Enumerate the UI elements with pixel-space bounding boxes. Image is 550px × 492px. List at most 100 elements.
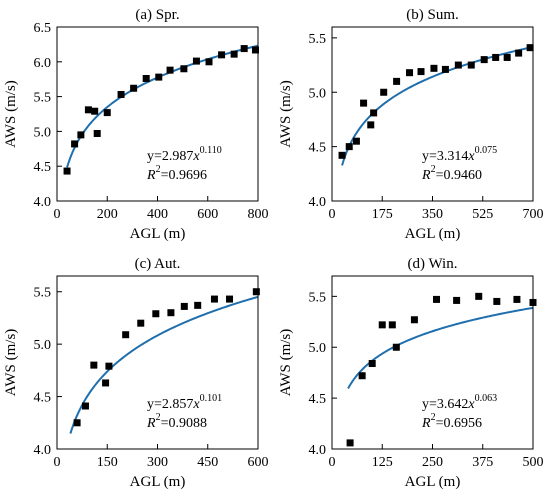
x-tick-label: 450 — [197, 455, 218, 470]
data-point — [345, 143, 353, 151]
x-tick-label: 600 — [248, 455, 269, 470]
data-point — [441, 65, 449, 73]
y-tick-label: 5.5 — [309, 32, 327, 47]
x-axis-label: AGL (m) — [130, 226, 186, 242]
y-axis-label: AWS (m/s) — [3, 80, 19, 148]
data-point — [406, 69, 414, 77]
data-point — [63, 167, 71, 175]
data-point — [454, 61, 462, 69]
data-point — [480, 56, 488, 64]
data-point — [226, 295, 234, 303]
data-point — [430, 64, 438, 72]
data-point — [380, 88, 388, 96]
y-tick-label: 4.5 — [34, 160, 52, 175]
data-point — [142, 75, 150, 82]
data-point — [252, 288, 260, 296]
data-point — [433, 295, 441, 303]
x-axis-label: AGL (m) — [130, 474, 186, 490]
data-point — [91, 107, 99, 115]
data-point — [122, 331, 130, 339]
data-point — [378, 321, 386, 329]
data-point — [84, 106, 92, 114]
fit-equation: y=3.642x0.063 — [422, 393, 497, 412]
data-point — [218, 51, 226, 59]
x-tick-label: 200 — [97, 207, 118, 222]
data-point — [93, 129, 101, 137]
data-point — [493, 297, 501, 305]
data-point — [370, 109, 378, 117]
x-tick-label: 525 — [472, 207, 493, 222]
y-tick-label: 5.5 — [34, 91, 52, 106]
x-axis-label: AGL (m) — [405, 474, 461, 490]
y-tick-label: 6.5 — [34, 21, 52, 36]
x-tick-label: 600 — [197, 207, 218, 222]
y-tick-label: 4.5 — [309, 392, 327, 407]
data-point — [360, 99, 368, 107]
data-point — [155, 73, 163, 81]
x-tick-label: 0 — [329, 207, 336, 222]
data-point — [180, 65, 188, 73]
data-point — [117, 91, 125, 99]
data-point — [90, 361, 98, 369]
y-axis-label: AWS (m/s) — [278, 329, 294, 397]
data-point — [368, 360, 376, 368]
x-tick-label: 800 — [248, 207, 269, 222]
data-point — [467, 61, 475, 69]
data-point — [71, 140, 79, 148]
data-point — [417, 68, 425, 76]
data-point — [73, 419, 81, 427]
data-point — [210, 295, 218, 303]
y-tick-label: 5.0 — [34, 125, 52, 140]
y-axis-label: AWS (m/s) — [278, 80, 294, 148]
x-tick-label: 250 — [422, 455, 443, 470]
y-tick-label: 4.5 — [309, 141, 327, 156]
data-point — [392, 343, 400, 351]
y-tick-label: 5.0 — [34, 338, 52, 353]
data-point — [192, 57, 200, 65]
data-point — [77, 131, 85, 139]
panel-title: (c) Aut. — [135, 256, 181, 272]
fit-curve — [66, 44, 259, 168]
x-tick-label: 150 — [97, 455, 118, 470]
panel-4: (d) Win. 0 125 250 375 500 4.0 4.5 5.0 5.5 AGL (m)… — [278, 256, 544, 490]
data-point — [166, 66, 174, 74]
data-point — [180, 302, 188, 310]
x-tick-label: 350 — [422, 207, 443, 222]
r-squared: R2=0.9088 — [146, 412, 207, 431]
plot-frame — [331, 275, 534, 450]
data-point — [352, 137, 360, 145]
y-tick-label: 4.5 — [34, 391, 52, 406]
panel-title: (d) Win. — [408, 256, 458, 272]
data-point — [105, 362, 113, 370]
y-tick-label: 5.0 — [309, 341, 327, 356]
data-point — [167, 309, 175, 317]
y-tick-label: 4.0 — [309, 195, 327, 210]
fit-equation: y=2.857x0.101 — [147, 393, 222, 412]
r-squared: R2=0.6956 — [421, 412, 482, 431]
x-tick-label: 0 — [54, 207, 61, 222]
fit-equation: y=2.987x0.110 — [147, 145, 222, 164]
data-point — [130, 84, 138, 92]
data-point — [475, 292, 483, 300]
x-tick-label: 400 — [147, 207, 168, 222]
x-tick-label: 300 — [147, 455, 168, 470]
data-point — [513, 295, 521, 303]
y-axis-label: AWS (m/s) — [3, 329, 19, 397]
data-point — [410, 316, 418, 324]
x-tick-label: 375 — [472, 455, 493, 470]
panel-title: (b) Sum. — [406, 7, 459, 23]
y-tick-label: 4.0 — [309, 443, 327, 458]
panel-2: (b) Sum. 0 175 350 525 700 4.0 4.5 5.0 5.5 AGL (m)… — [278, 7, 544, 242]
r-squared: R2=0.9460 — [421, 164, 482, 183]
panel-title: (a) Spr. — [135, 7, 179, 23]
data-point — [251, 46, 259, 54]
y-tick-label: 4.0 — [34, 195, 52, 210]
data-point — [358, 372, 366, 380]
data-point — [240, 45, 248, 53]
x-tick-label: 500 — [523, 455, 544, 470]
data-point — [393, 77, 401, 85]
y-tick-label: 5.5 — [309, 290, 327, 305]
data-point — [194, 301, 202, 309]
x-tick-label: 125 — [372, 455, 393, 470]
